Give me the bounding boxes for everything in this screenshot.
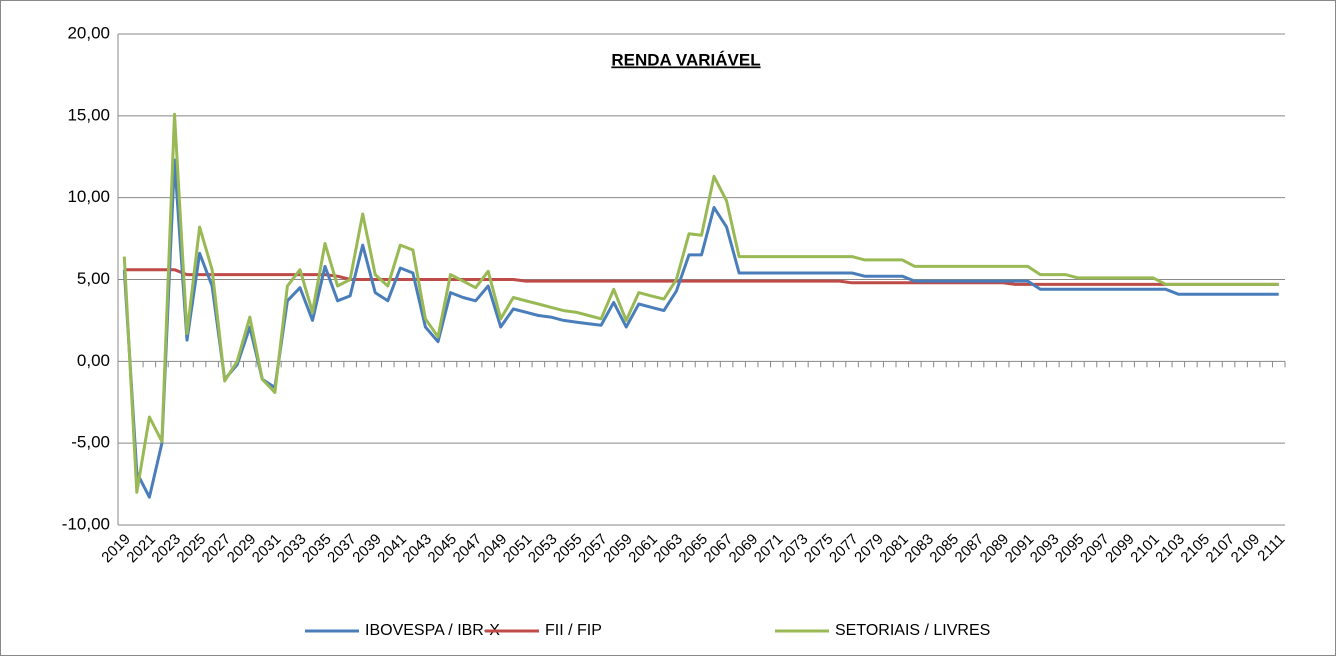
chart-title: RENDA VARIÁVEL <box>611 50 760 69</box>
y-tick-label: 20,00 <box>67 23 110 42</box>
legend-label: SETORIAIS / LIVRES <box>835 622 990 639</box>
data-line <box>122 158 1279 499</box>
legend-label: IBOVESPA / IBR-X <box>365 622 500 639</box>
y-tick-label: 15,00 <box>67 105 110 124</box>
data-line <box>124 268 1279 286</box>
legend-label: FII / FIP <box>545 622 602 639</box>
y-tick-label: 5,00 <box>77 269 110 288</box>
y-tick-label: -5,00 <box>71 433 110 452</box>
y-tick-label: 10,00 <box>67 187 110 206</box>
data-line <box>122 112 1279 494</box>
y-tick-label: -10,00 <box>62 514 110 533</box>
y-tick-label: 0,00 <box>77 351 110 370</box>
